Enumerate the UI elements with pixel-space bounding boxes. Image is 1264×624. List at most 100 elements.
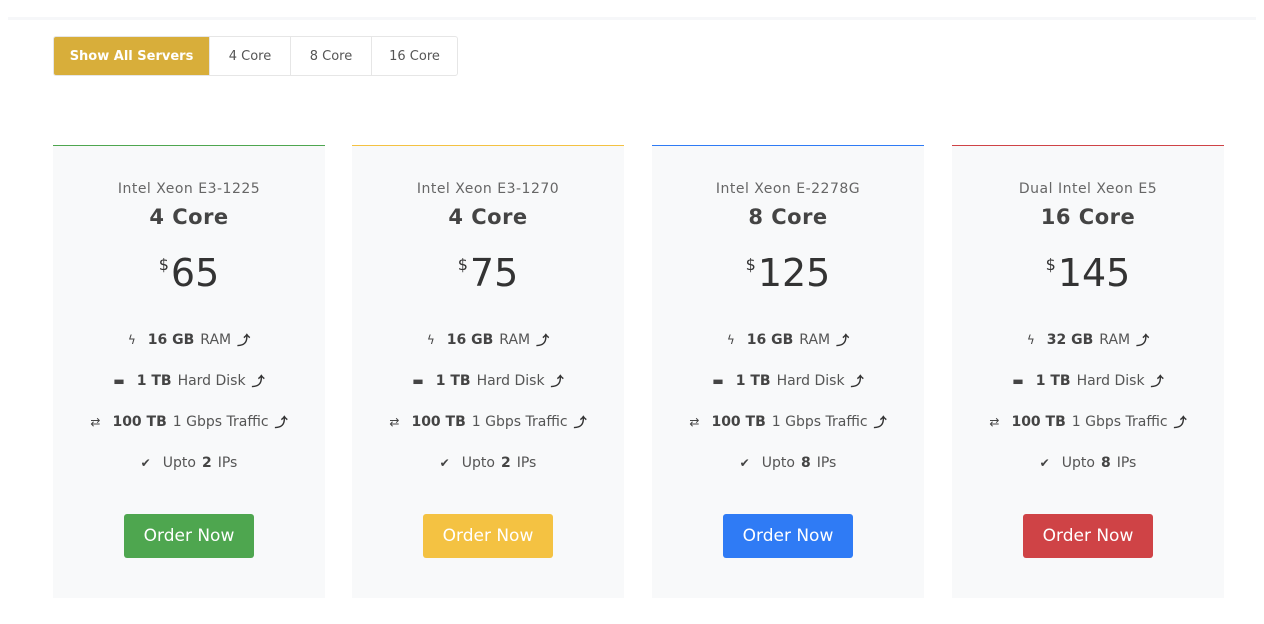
traffic-value: 100 TB xyxy=(411,413,466,430)
traffic-label: 1 Gbps Traffic xyxy=(771,413,868,430)
check-icon: ✔ xyxy=(739,455,750,470)
feature-ram: ϟ 16 GB RAM ⤴ xyxy=(652,319,924,360)
core-count: 4 Core xyxy=(149,205,229,229)
disk-label: Hard Disk xyxy=(476,372,545,389)
check-icon: ✔ xyxy=(140,455,151,470)
feature-disk: ▬ 1 TB Hard Disk ⤴ xyxy=(952,360,1224,401)
disk-value: 1 TB xyxy=(136,372,172,389)
hard-disk-icon: ▬ xyxy=(113,373,125,388)
feature-traffic: ⇄ 100 TB 1 Gbps Traffic ⤴ xyxy=(352,401,624,442)
price: $125 xyxy=(652,251,924,295)
disk-value: 1 TB xyxy=(435,372,471,389)
filter-16-core[interactable]: 16 Core xyxy=(389,48,440,64)
core-count: 8 Core xyxy=(748,205,828,229)
traffic-value: 100 TB xyxy=(1011,413,1066,430)
ram-label: RAM xyxy=(799,331,831,348)
ips-prefix: Upto xyxy=(761,454,795,471)
ram-label: RAM xyxy=(499,331,531,348)
check-icon: ✔ xyxy=(439,455,450,470)
price-value: 145 xyxy=(1057,251,1131,295)
upgrade-arrow-icon[interactable]: ⤴ xyxy=(1136,334,1150,349)
feature-traffic: ⇄ 100 TB 1 Gbps Traffic ⤴ xyxy=(53,401,325,442)
price-value: 75 xyxy=(469,251,519,295)
order-now-button[interactable]: Order Now xyxy=(1023,514,1153,558)
upgrade-arrow-icon[interactable]: ⤴ xyxy=(536,334,550,349)
exchange-icon: ⇄ xyxy=(689,414,700,429)
ram-value: 32 GB xyxy=(1046,331,1094,348)
currency-symbol: $ xyxy=(158,255,169,274)
ram-value: 16 GB xyxy=(446,331,494,348)
bolt-icon: ϟ xyxy=(127,332,136,347)
upgrade-arrow-icon[interactable]: ⤴ xyxy=(850,375,864,390)
upgrade-arrow-icon[interactable]: ⤴ xyxy=(1173,416,1187,431)
price: $75 xyxy=(352,251,624,295)
feature-disk: ▬ 1 TB Hard Disk ⤴ xyxy=(652,360,924,401)
feature-ips: ✔ Upto 8 IPs xyxy=(652,442,924,483)
upgrade-arrow-icon[interactable]: ⤴ xyxy=(836,334,850,349)
price: $65 xyxy=(53,251,325,295)
core-count: 16 Core xyxy=(1040,205,1136,229)
order-now-button[interactable]: Order Now xyxy=(723,514,853,558)
ips-value: 8 xyxy=(800,454,811,471)
traffic-value: 100 TB xyxy=(711,413,766,430)
traffic-value: 100 TB xyxy=(112,413,167,430)
feature-ips: ✔ Upto 2 IPs xyxy=(352,442,624,483)
upgrade-arrow-icon[interactable]: ⤴ xyxy=(274,416,288,431)
order-now-button[interactable]: Order Now xyxy=(423,514,553,558)
upgrade-arrow-icon[interactable]: ⤴ xyxy=(573,416,587,431)
ips-value: 2 xyxy=(500,454,511,471)
traffic-label: 1 Gbps Traffic xyxy=(1071,413,1168,430)
traffic-label: 1 Gbps Traffic xyxy=(471,413,568,430)
order-now-button[interactable]: Order Now xyxy=(124,514,254,558)
upgrade-arrow-icon[interactable]: ⤴ xyxy=(237,334,251,349)
exchange-icon: ⇄ xyxy=(389,414,400,429)
feature-ram: ϟ 32 GB RAM ⤴ xyxy=(952,319,1224,360)
feature-disk: ▬ 1 TB Hard Disk ⤴ xyxy=(53,360,325,401)
upgrade-arrow-icon[interactable]: ⤴ xyxy=(251,375,265,390)
feature-ips: ✔ Upto 2 IPs xyxy=(53,442,325,483)
feature-ram: ϟ 16 GB RAM ⤴ xyxy=(53,319,325,360)
currency-symbol: $ xyxy=(745,255,756,274)
price-value: 65 xyxy=(170,251,220,295)
pricing-card: Intel Xeon E-2278G 8 Core $125 ϟ 16 GB RAM… xyxy=(652,145,924,598)
feature-ram: ϟ 16 GB RAM ⤴ xyxy=(352,319,624,360)
bolt-icon: ϟ xyxy=(426,332,435,347)
cpu-model: Intel Xeon E-2278G xyxy=(715,181,861,197)
feature-traffic: ⇄ 100 TB 1 Gbps Traffic ⤴ xyxy=(952,401,1224,442)
ram-value: 16 GB xyxy=(746,331,794,348)
pricing-card: Dual Intel Xeon E5 16 Core $145 ϟ 32 GB RA… xyxy=(952,145,1224,598)
feature-disk: ▬ 1 TB Hard Disk ⤴ xyxy=(352,360,624,401)
core-count: 4 Core xyxy=(448,205,528,229)
filter-show-all[interactable]: Show All Servers xyxy=(54,37,210,75)
top-bar xyxy=(8,0,1256,20)
currency-symbol: $ xyxy=(1045,255,1056,274)
upgrade-arrow-icon[interactable]: ⤴ xyxy=(550,375,564,390)
filter-4-core[interactable]: 4 Core xyxy=(210,37,291,75)
disk-label: Hard Disk xyxy=(776,372,845,389)
ips-prefix: Upto xyxy=(1061,454,1095,471)
ram-value: 16 GB xyxy=(147,331,195,348)
price: $145 xyxy=(952,251,1224,295)
bolt-icon: ϟ xyxy=(1026,332,1035,347)
disk-label: Hard Disk xyxy=(177,372,246,389)
bolt-icon: ϟ xyxy=(726,332,735,347)
filter-8-core[interactable]: 8 Core xyxy=(291,37,372,75)
hard-disk-icon: ▬ xyxy=(712,373,724,388)
upgrade-arrow-icon[interactable]: ⤴ xyxy=(1150,375,1164,390)
check-icon: ✔ xyxy=(1039,455,1050,470)
ips-prefix: Upto xyxy=(461,454,495,471)
ips-label: IPs xyxy=(217,454,238,471)
feature-ips: ✔ Upto 8 IPs xyxy=(952,442,1224,483)
ips-value: 8 xyxy=(1100,454,1111,471)
pricing-card: Intel Xeon E3-1270 4 Core $75 ϟ 16 GB RAM ⤴… xyxy=(352,145,624,598)
ram-label: RAM xyxy=(1099,331,1131,348)
hard-disk-icon: ▬ xyxy=(1012,373,1024,388)
cpu-model: Intel Xeon E3-1270 xyxy=(416,181,560,197)
price-value: 125 xyxy=(757,251,831,295)
feature-traffic: ⇄ 100 TB 1 Gbps Traffic ⤴ xyxy=(652,401,924,442)
ips-value: 2 xyxy=(201,454,212,471)
pricing-card: Intel Xeon E3-1225 4 Core $65 ϟ 16 GB RAM ⤴… xyxy=(53,145,325,598)
upgrade-arrow-icon[interactable]: ⤴ xyxy=(873,416,887,431)
ram-label: RAM xyxy=(200,331,232,348)
exchange-icon: ⇄ xyxy=(90,414,101,429)
